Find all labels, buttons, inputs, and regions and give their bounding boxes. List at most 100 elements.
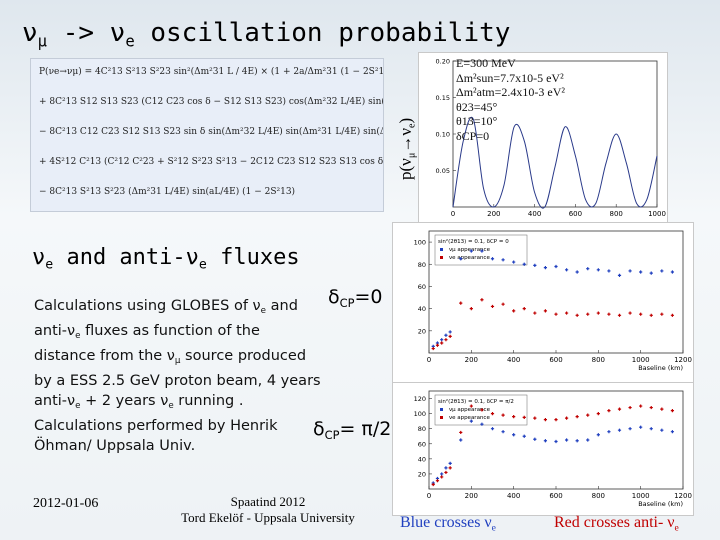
red-cross-point [440,475,444,479]
blue-cross-point [522,434,526,438]
red-cross-point [512,309,516,313]
red-cross-point [586,312,590,316]
blue-cross-point [596,433,600,437]
x-tick-label: 800 [592,356,605,364]
red-cross-point [480,298,484,302]
y-tick-label: 40 [418,305,426,313]
red-cross-point [670,409,675,413]
flux-plot-dcp0: 0 200 400 600 800 1000 1200 20 40 60 80 100 sin²(2θ1… [414,230,692,372]
y-tick-label: 0.05 [436,167,450,175]
red-cross-point [543,309,548,313]
red-cross-point [522,307,526,311]
blue-cross-point [554,439,558,444]
red-cross-point [575,415,579,419]
red-cross-point [639,312,643,316]
red-cross-point [649,405,653,410]
red-cross-point [564,416,569,420]
red-cross-point [575,313,579,317]
legend-title: sin²(2θ13) = 0.1, δCP = π/2 [438,398,514,405]
blue-cross-point [501,258,505,262]
param-theta13: θ13=10° [456,114,498,128]
blue-cross-point [607,430,611,434]
y-tick-label: 120 [414,395,426,403]
y-tick-label: 0.15 [436,94,450,102]
y-tick-label: 60 [418,283,426,291]
conference-name: Spaatind 2012 [230,494,306,509]
y-tick-label: 20 [418,327,426,335]
blue-cross-point [440,338,444,342]
oscillation-parameters: E=300 MeV Δm²sun=7.7x10-5 eV² Δm²atm=2.4… [456,56,565,143]
formula-line: − 8C²13 C12 C23 S12 S13 S23 sin δ sin(Δm… [39,127,383,137]
red-cross-point [596,412,600,416]
blue-cross-point [670,270,675,274]
description-text: + 2 years ν [80,393,169,410]
y-tick-label: 100 [414,410,426,418]
description-subscript: e [168,401,174,412]
description-text: source produced by a ESS 2.5 GeV proton … [34,348,321,410]
red-cross-point [490,412,495,416]
blue-cross-point [628,269,632,273]
red-cross-point [448,334,452,338]
formula-line: − 8C²13 S²13 S²23 (Δm²31 L/4E) sin(aL/4E… [39,187,296,197]
oscillation-curve [452,116,658,209]
blue-cross-point [533,263,537,267]
blue-cross-point [543,266,548,270]
blue-cross-point [533,437,537,441]
blue-cross-point [440,472,444,476]
blue-cross-point [480,249,484,253]
blue-cross-point [448,330,452,334]
x-tick-label: 1000 [632,356,650,364]
legend-label: νe appearance [449,415,490,421]
blue-cross-point [501,430,505,434]
blue-cross-point [543,439,548,443]
param-dcp: δCP=0 [456,128,490,143]
blue-cross-point [586,438,590,442]
y-tick-label: 60 [418,440,426,448]
red-cross-point [444,338,448,342]
description-text: running . Calculations performed by Henr… [34,393,278,455]
conference-credit: Spaatind 2012 Tord Ekelöf - Uppsala Univ… [168,494,368,526]
red-cross-point [607,409,611,413]
blue-cross-point [670,430,675,434]
red-cross-point [607,312,611,316]
red-cross-point [596,311,600,315]
blue-cross-point [639,425,643,429]
red-cross-point [586,413,590,417]
blue-cross-point [660,269,664,273]
blue-cross-point [522,262,526,266]
caption-red: Red crosses anti- νe [554,514,679,534]
blue-cross-point [639,270,643,274]
blue-cross-point [480,422,484,426]
section-subtitle: νe and anti-νe fluxes [32,245,300,273]
oscillation-plot: 0 200 400 600 800 1000 0.05 0.10 0.15 0.20 [436,58,666,219]
y-tick-label: 40 [418,455,426,463]
x-tick-label: 200 [487,210,500,218]
x-tick-label: 400 [507,492,520,500]
red-cross-point [448,466,452,470]
legend-marker [440,248,443,251]
blue-cross-point [649,427,653,431]
red-cross-point [639,404,643,408]
legend-label: νμ appearance [449,407,491,413]
x-tick-label: 1200 [674,356,692,364]
x-tick-label: 0 [427,356,431,364]
legend-label: νμ appearance [449,247,491,253]
blue-cross-point [575,439,579,443]
red-cross-point [444,470,448,475]
red-cross-point [435,343,440,347]
blue-cross-point [575,270,579,274]
blue-cross-point [660,428,664,432]
blue-cross-point [490,427,495,431]
oscillation-plot-panel: 0 200 400 600 800 1000 0.05 0.10 0.15 0.20 [418,52,668,224]
red-cross-point [440,341,444,345]
caption-blue: Blue crosses νe [400,514,496,534]
description-subscript: e [260,306,267,317]
red-cross-point [431,346,435,351]
blue-cross-point [564,438,569,442]
red-cross-point [670,313,675,317]
red-cross-point [660,312,664,316]
oscillation-plot-ylabel: p(νμ→νe) [396,117,418,180]
description-text: and anti-ν [34,298,298,340]
blue-cross-point [459,257,463,261]
description-text: Calculations using GLOBES of ν [34,298,261,314]
